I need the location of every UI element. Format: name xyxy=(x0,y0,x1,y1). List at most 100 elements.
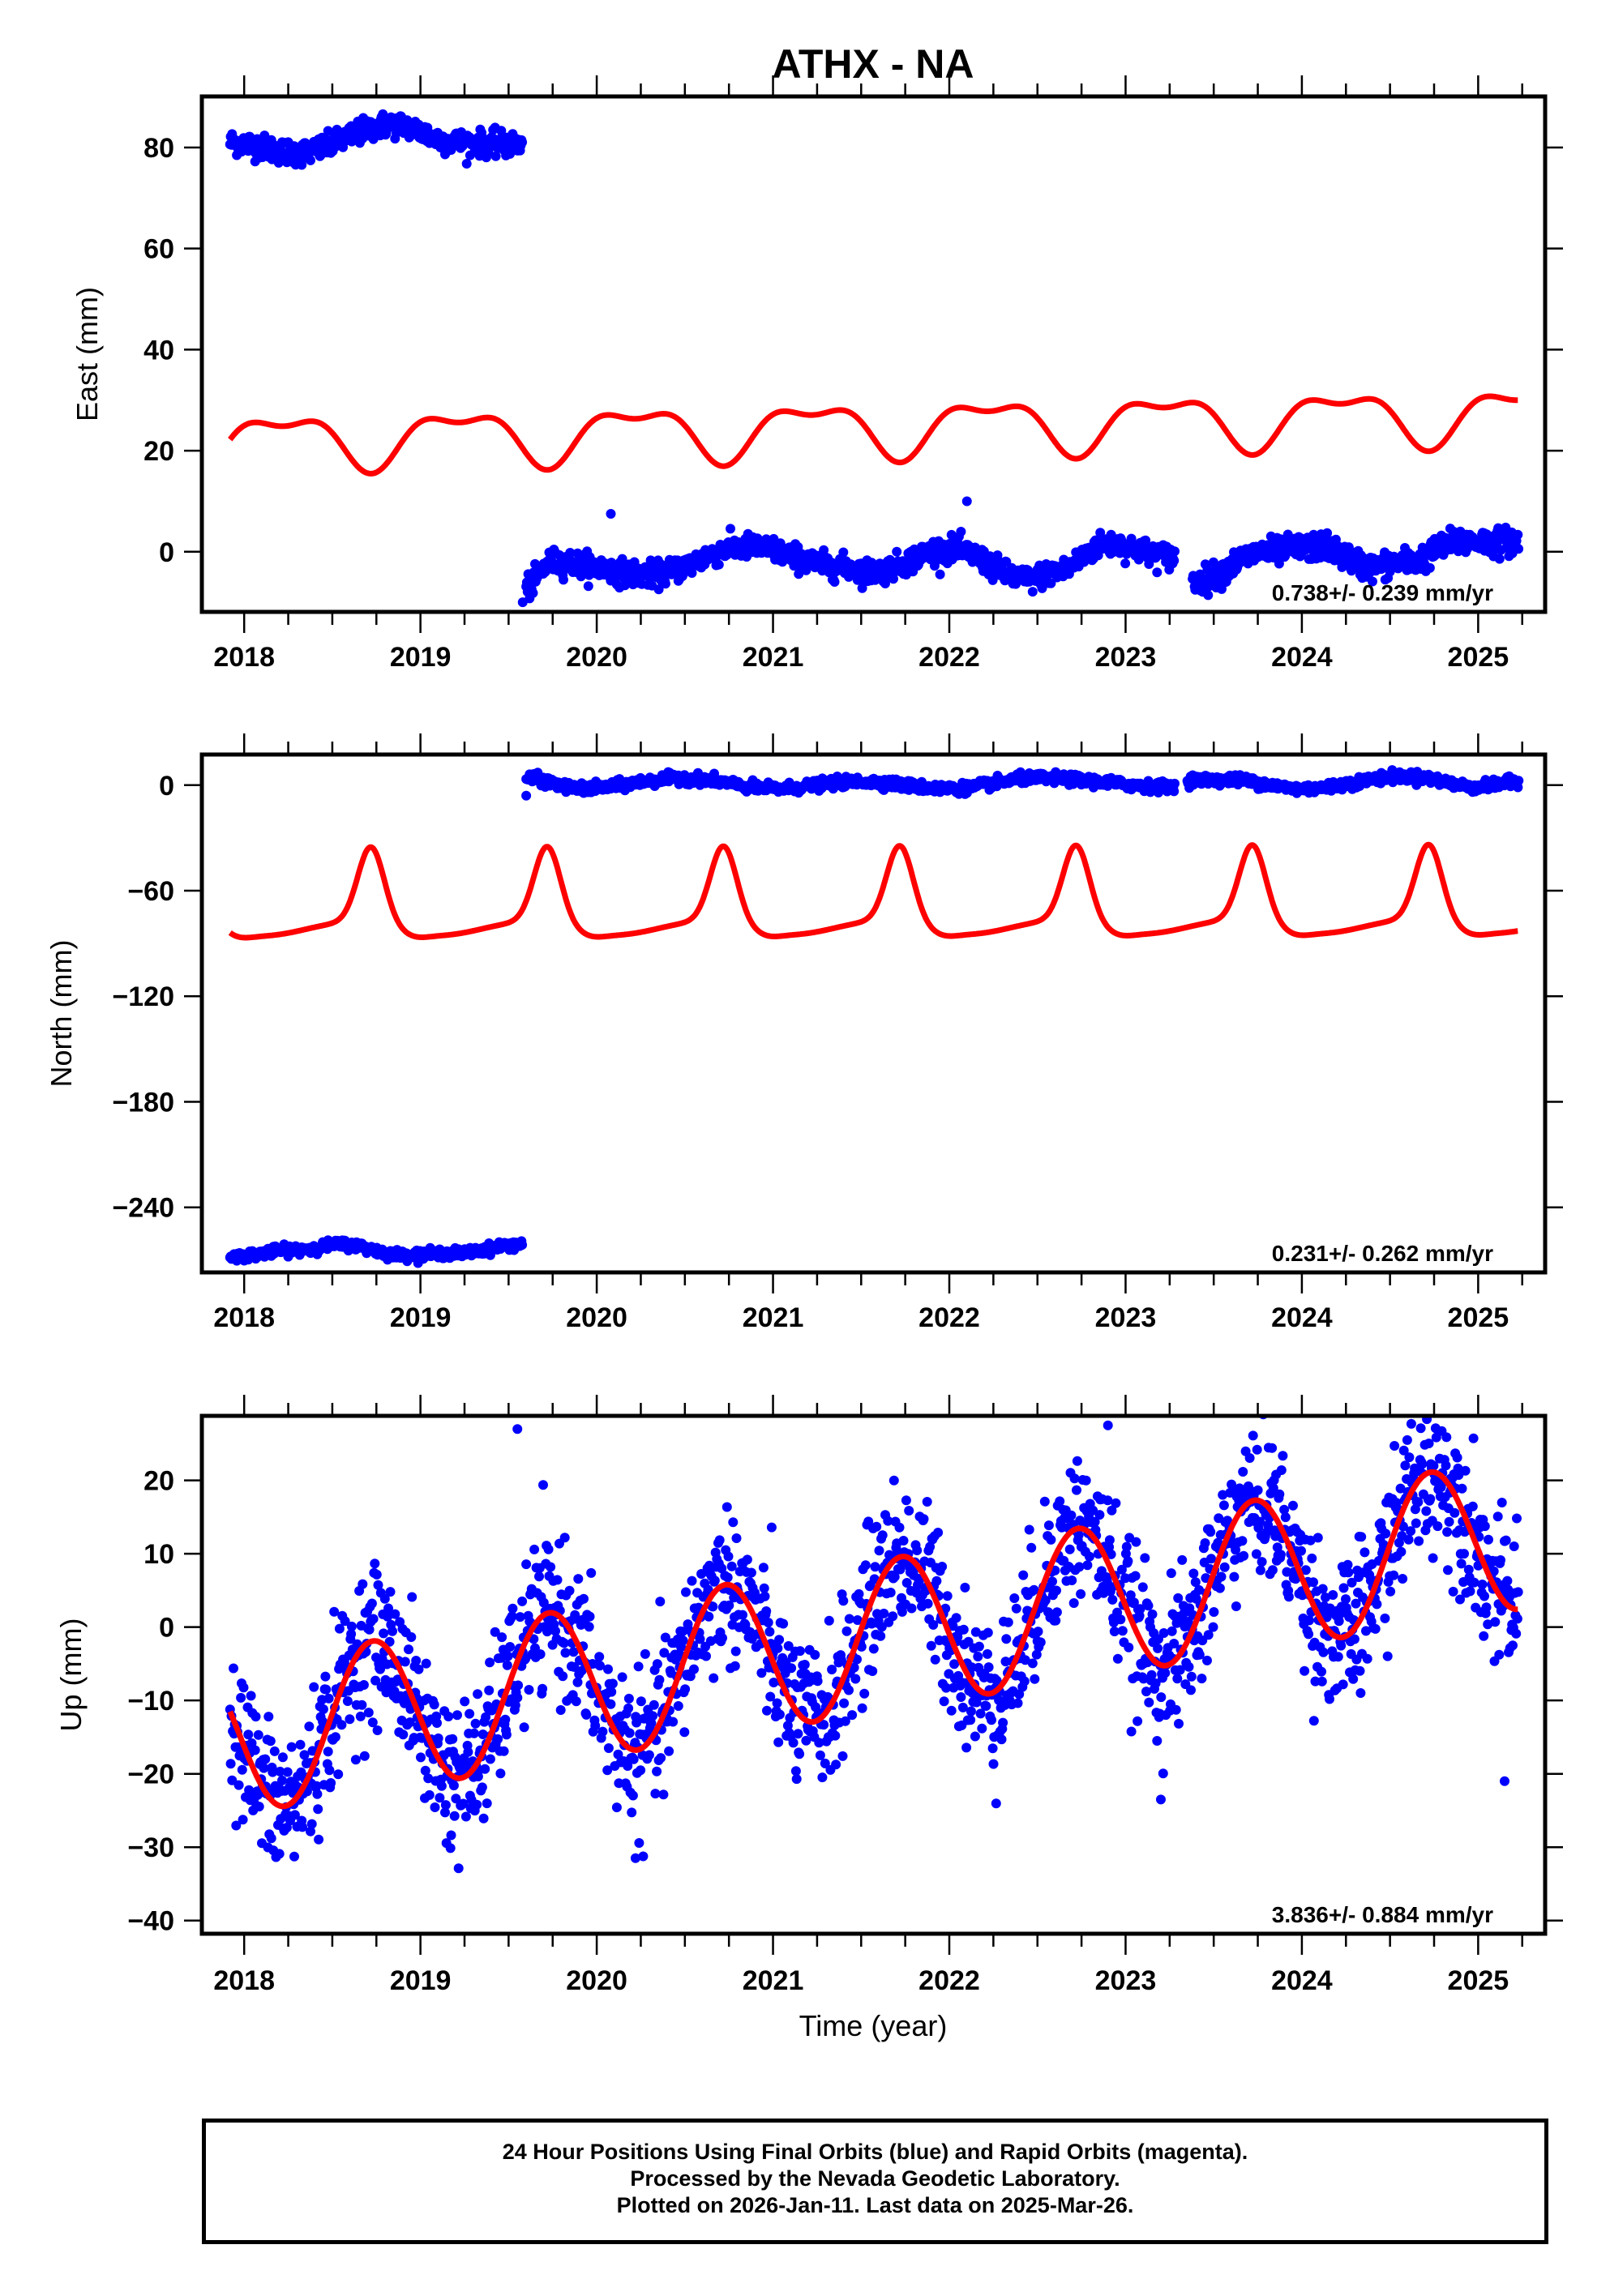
data-point xyxy=(664,1746,674,1756)
data-point xyxy=(638,1851,649,1862)
data-point xyxy=(681,1587,691,1597)
data-point xyxy=(926,1640,936,1651)
data-point xyxy=(460,1811,471,1822)
data-point xyxy=(946,529,957,540)
data-point xyxy=(400,1657,410,1667)
data-point xyxy=(312,1789,323,1799)
data-point xyxy=(714,1535,725,1546)
data-point xyxy=(838,547,849,558)
data-point xyxy=(538,1480,548,1490)
plot-frame xyxy=(199,94,1548,614)
data-point xyxy=(597,1726,608,1737)
data-point xyxy=(277,1752,288,1763)
data-point xyxy=(634,1838,644,1848)
data-point xyxy=(420,1765,430,1776)
data-point xyxy=(857,1703,867,1713)
data-point xyxy=(320,1671,331,1682)
data-point xyxy=(606,1699,616,1709)
data-point xyxy=(584,1611,595,1622)
data-point xyxy=(1046,578,1056,588)
data-point xyxy=(440,1800,451,1811)
data-point xyxy=(534,1571,544,1582)
data-point xyxy=(623,1693,634,1704)
data-point xyxy=(346,1629,357,1640)
data-point xyxy=(730,1661,740,1671)
data-point xyxy=(507,1611,517,1622)
data-point xyxy=(372,1725,383,1735)
data-point xyxy=(472,1799,482,1810)
data-point xyxy=(336,1720,347,1730)
data-point xyxy=(329,1606,340,1617)
data-points xyxy=(225,109,1524,608)
data-point xyxy=(370,1558,380,1569)
data-point xyxy=(746,1567,756,1578)
data-point xyxy=(306,1826,315,1836)
data-point xyxy=(799,1660,810,1670)
data-point xyxy=(860,1560,871,1571)
data-point xyxy=(436,1781,447,1791)
data-point xyxy=(679,1727,690,1738)
outlier-point xyxy=(521,790,532,801)
data-point xyxy=(286,1742,297,1752)
data-point xyxy=(559,575,568,585)
data-point xyxy=(815,1750,825,1760)
data-point xyxy=(379,1593,390,1604)
data-point xyxy=(277,1775,287,1785)
data-point xyxy=(323,1747,333,1757)
data-point xyxy=(838,1596,849,1606)
data-point xyxy=(463,1747,473,1757)
data-point xyxy=(484,1685,495,1695)
outlier-point xyxy=(961,496,972,507)
data-point xyxy=(502,1660,512,1670)
plot-area xyxy=(225,1416,1523,1874)
data-point xyxy=(269,1746,280,1756)
data-point xyxy=(689,1664,699,1674)
data-point xyxy=(519,1722,529,1733)
plot-frame xyxy=(199,752,1548,1275)
data-point xyxy=(1152,567,1163,578)
data-point xyxy=(894,1522,905,1533)
data-point xyxy=(500,1714,511,1725)
x-tick-label: 2022 xyxy=(918,1302,980,1333)
y-tick-label: 0 xyxy=(159,537,174,568)
y-tick-label: 40 xyxy=(143,335,174,366)
data-point xyxy=(411,1656,422,1665)
data-point xyxy=(266,1833,276,1844)
data-point xyxy=(231,1820,242,1831)
data-point xyxy=(358,1680,369,1690)
data-point xyxy=(565,548,576,558)
data-point xyxy=(709,1576,720,1586)
data-point xyxy=(850,1674,861,1684)
data-point xyxy=(1133,554,1144,565)
data-point xyxy=(413,1664,424,1674)
data-point xyxy=(238,1682,249,1693)
data-point xyxy=(238,1815,248,1825)
data-point xyxy=(478,1813,489,1824)
data-point xyxy=(564,1585,575,1596)
data-point xyxy=(370,1675,381,1686)
data-point xyxy=(233,1780,244,1790)
data-point xyxy=(440,1807,450,1818)
data-point xyxy=(901,1495,911,1506)
data-point xyxy=(385,1587,396,1597)
outlier-point xyxy=(1420,562,1431,572)
data-point xyxy=(650,1789,661,1799)
data-point xyxy=(572,1677,583,1687)
data-point xyxy=(537,1683,548,1694)
data-point xyxy=(424,1789,435,1800)
data-point xyxy=(225,1759,236,1769)
data-point xyxy=(648,1711,658,1721)
data-point xyxy=(885,1588,896,1597)
data-point xyxy=(529,1544,540,1554)
data-point xyxy=(877,1530,888,1541)
data-point xyxy=(364,1624,375,1635)
x-tick-label: 2019 xyxy=(390,1302,452,1333)
data-point xyxy=(673,1701,683,1711)
data-point xyxy=(613,1749,623,1759)
data-point xyxy=(623,1761,633,1771)
data-point xyxy=(1120,558,1131,569)
data-point xyxy=(236,1692,246,1703)
data-point xyxy=(680,1684,691,1695)
data-point xyxy=(824,1615,834,1626)
panels: 2018 2019 2020 2021 2022 2023 2024 202502040608… xyxy=(45,75,1563,1996)
